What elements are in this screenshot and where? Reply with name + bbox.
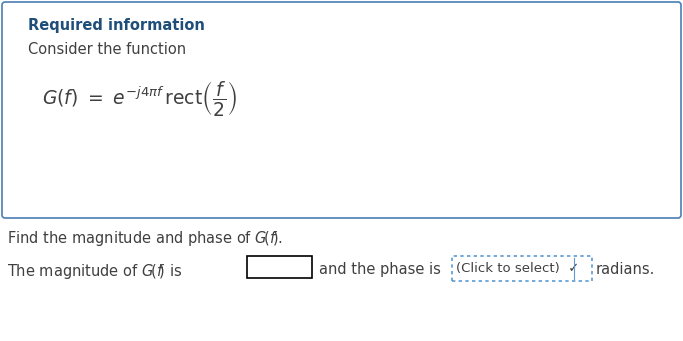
Text: $G(f)\ =\ e^{-j4\pi f}\,\mathrm{rect}\left(\dfrac{f}{2}\right)$: $G(f)\ =\ e^{-j4\pi f}\,\mathrm{rect}\le… — [42, 79, 237, 118]
Text: Find the magnitude and phase of $G\!\left(f\!\right)$.: Find the magnitude and phase of $G\!\lef… — [7, 229, 283, 248]
FancyBboxPatch shape — [2, 2, 681, 218]
Bar — [247, 256, 312, 278]
Text: Required information: Required information — [28, 18, 205, 33]
Bar — [452, 256, 592, 281]
Text: (Click to select)  ✓: (Click to select) ✓ — [456, 262, 579, 275]
Text: The magnitude of $G\!\left(f\!\right)$ is: The magnitude of $G\!\left(f\!\right)$ i… — [7, 262, 182, 281]
Text: and the phase is: and the phase is — [319, 262, 441, 277]
Text: Consider the function: Consider the function — [28, 42, 186, 57]
Text: radians.: radians. — [596, 262, 656, 277]
